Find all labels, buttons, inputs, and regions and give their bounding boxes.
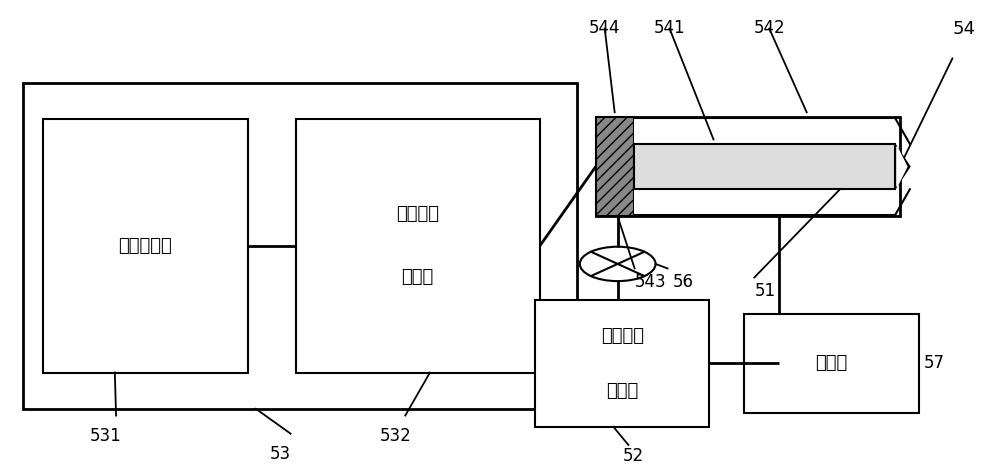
Text: 56: 56 [673, 273, 694, 291]
Bar [296, 119, 540, 373]
Text: 57: 57 [924, 354, 945, 373]
Bar [43, 119, 248, 373]
Polygon shape [895, 144, 910, 189]
Bar [744, 314, 919, 413]
Text: 原料气体: 原料气体 [601, 327, 644, 345]
Text: 544: 544 [589, 20, 620, 37]
Text: 52: 52 [623, 447, 644, 465]
Bar [634, 188, 895, 215]
Text: 供给源: 供给源 [606, 381, 638, 400]
Bar [535, 300, 709, 427]
Bar [596, 117, 634, 216]
Text: 532: 532 [379, 427, 411, 445]
Bar [23, 83, 577, 409]
Text: 541: 541 [654, 20, 685, 37]
Text: 三短截线: 三短截线 [396, 205, 439, 223]
Text: 543: 543 [635, 273, 666, 291]
Bar [596, 117, 634, 216]
Text: 51: 51 [754, 282, 775, 300]
Polygon shape [897, 146, 907, 187]
Text: 542: 542 [753, 20, 785, 37]
Text: 微波供给源: 微波供给源 [119, 237, 172, 255]
Text: 531: 531 [90, 427, 122, 445]
Bar [634, 144, 895, 189]
Bar [596, 117, 900, 216]
Text: 54: 54 [952, 20, 975, 37]
Text: 真空泵: 真空泵 [815, 354, 848, 373]
Text: 调谐器: 调谐器 [402, 269, 434, 286]
Text: 53: 53 [270, 445, 291, 463]
Bar [634, 117, 895, 144]
